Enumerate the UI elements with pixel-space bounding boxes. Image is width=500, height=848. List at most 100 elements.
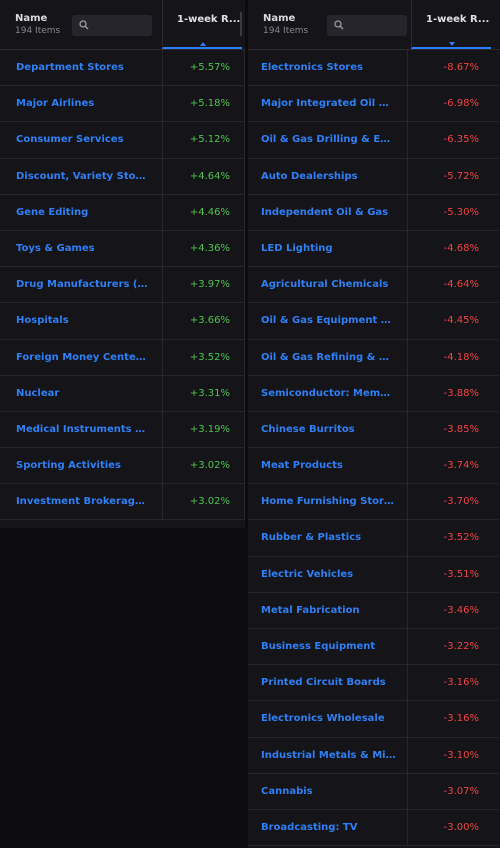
one-week-return-column-header[interactable]: 1-week R... — [162, 0, 242, 49]
item-count: 194 Items — [15, 26, 61, 36]
industry-link[interactable]: Nuclear — [16, 387, 60, 399]
industry-link[interactable]: Printed Circuit Boards — [261, 677, 386, 689]
table-row[interactable]: Drug Manufacturers (M... +3.97% — [0, 267, 244, 304]
name-header-label: Name — [15, 13, 48, 24]
one-week-return-value: -4.45% — [407, 303, 491, 339]
industry-link[interactable]: Consumer Services — [16, 134, 124, 146]
table-row[interactable]: Foreign Money Center B... +3.52% — [0, 339, 244, 376]
one-week-return-value: +3.31% — [162, 375, 242, 411]
table-row[interactable]: Semiconductor: Memor... -3.88% — [248, 375, 500, 412]
table-row[interactable]: Department Stores +5.57% — [0, 50, 244, 87]
table-row[interactable]: Major Airlines +5.18% — [0, 86, 244, 123]
industry-link[interactable]: Discount, Variety Stores — [16, 170, 148, 182]
table-row[interactable]: Printed Circuit Boards -3.16% — [248, 665, 500, 702]
industry-link[interactable]: Gene Editing — [16, 206, 89, 218]
industry-link[interactable]: Electronics Wholesale — [261, 713, 385, 725]
industry-link[interactable]: Foreign Money Center B... — [16, 351, 148, 363]
one-week-return-value: -6.35% — [407, 122, 491, 158]
one-week-return-value: +4.36% — [162, 230, 242, 267]
table-row[interactable]: Toys & Games +4.36% — [0, 230, 244, 268]
table-row[interactable]: Business Equipment -3.22% — [248, 629, 500, 666]
industry-link[interactable]: Toys & Games — [16, 242, 95, 254]
one-week-return-value: -5.30% — [407, 194, 491, 230]
industry-link[interactable]: Independent Oil & Gas — [261, 206, 389, 218]
table-row[interactable]: Electronics Stores -8.67% — [248, 50, 500, 87]
industry-link[interactable]: Electric Vehicles — [261, 568, 354, 580]
industry-link[interactable]: Medical Instruments & ... — [16, 423, 148, 435]
industry-link[interactable]: Sporting Activities — [16, 460, 121, 472]
one-week-return-value: -3.10% — [407, 737, 491, 773]
industry-link[interactable]: Business Equipment — [261, 641, 376, 652]
one-week-return-value: +3.97% — [162, 267, 242, 303]
industry-link[interactable]: Oil & Gas Equipment & S... — [261, 315, 396, 327]
item-count: 194 Items — [263, 26, 309, 36]
name-column-header[interactable]: Name 194 Items — [0, 0, 60, 50]
one-week-return-column-header[interactable]: 1-week R... — [411, 0, 491, 49]
table-row[interactable]: Metal Fabrication -3.46% — [248, 592, 500, 629]
industry-link[interactable]: Chinese Burritos — [261, 423, 355, 435]
industry-link[interactable]: Major Airlines — [16, 98, 95, 110]
one-week-return-value: -3.16% — [407, 701, 491, 737]
name-header-label: Name — [263, 13, 296, 24]
industry-link[interactable]: Home Furnishing Stores — [261, 496, 396, 508]
table-row[interactable]: Industrial Metals & Min... -3.10% — [248, 737, 500, 774]
industry-link[interactable]: Hospitals — [16, 315, 69, 327]
table-row[interactable]: Cannabis -3.07% — [248, 773, 500, 810]
industry-link[interactable]: Oil & Gas Refining & Mar... — [261, 351, 396, 363]
industry-link[interactable]: LED Lighting — [261, 242, 333, 254]
losers-rows: Electronics Stores -8.67% Major Integrated… — [248, 50, 500, 847]
table-row[interactable]: Sporting Activities +3.02% — [0, 448, 244, 485]
table-row[interactable]: Rubber & Plastics -3.52% — [248, 520, 500, 557]
industry-link[interactable]: Rubber & Plastics — [261, 532, 362, 544]
industry-link[interactable]: Agricultural Chemicals — [261, 279, 389, 291]
table-row[interactable]: Investment Brokerage (... +3.02% — [0, 484, 244, 521]
gainers-rows: Department Stores +5.57% Major Airlines +5.… — [0, 50, 245, 521]
table-row[interactable]: Home Furnishing Stores -3.70% — [248, 484, 500, 521]
industry-link[interactable]: Investment Brokerage (... — [16, 496, 148, 508]
table-row[interactable]: LED Lighting -4.68% — [248, 230, 500, 268]
column-header-label: 1-week R... — [426, 14, 490, 25]
table-row[interactable]: Hospitals +3.66% — [0, 303, 244, 340]
industry-link[interactable]: Cannabis — [261, 785, 313, 797]
one-week-return-value: -3.85% — [407, 411, 491, 448]
industry-link[interactable]: Semiconductor: Memor... — [261, 387, 396, 399]
industry-link[interactable]: Drug Manufacturers (M... — [16, 279, 148, 291]
table-row[interactable]: Chinese Burritos -3.85% — [248, 411, 500, 449]
one-week-return-value: +4.64% — [162, 158, 242, 194]
table-row[interactable]: Auto Dealerships -5.72% — [248, 158, 500, 195]
one-week-return-value: -3.88% — [407, 375, 491, 411]
search-input[interactable] — [72, 15, 152, 36]
table-row[interactable]: Oil & Gas Equipment & S... -4.45% — [248, 303, 500, 340]
industry-link[interactable]: Broadcasting: TV — [261, 821, 358, 833]
one-week-return-value: +3.52% — [162, 339, 242, 375]
industry-link[interactable]: Auto Dealerships — [261, 170, 358, 182]
table-header: Name 194 Items 1-week R... — [0, 0, 245, 50]
industry-link[interactable]: Major Integrated Oil & G... — [261, 98, 396, 110]
table-row[interactable]: Electronics Wholesale -3.16% — [248, 701, 500, 738]
table-row[interactable]: Major Integrated Oil & G... -6.98% — [248, 86, 500, 123]
table-row[interactable]: Meat Products -3.74% — [248, 448, 500, 485]
table-row[interactable]: Gene Editing +4.46% — [0, 194, 244, 231]
table-row[interactable]: Agricultural Chemicals -4.64% — [248, 267, 500, 304]
table-row[interactable]: Oil & Gas Drilling & Expl... -6.35% — [248, 122, 500, 159]
industry-link[interactable]: Electronics Stores — [261, 62, 363, 73]
industry-link[interactable]: Metal Fabrication — [261, 604, 360, 616]
table-row[interactable]: Broadcasting: TV -3.00% — [248, 809, 500, 847]
table-row[interactable]: Medical Instruments & ... +3.19% — [0, 411, 244, 449]
table-row[interactable]: Independent Oil & Gas -5.30% — [248, 194, 500, 231]
table-row[interactable]: Consumer Services +5.12% — [0, 122, 244, 159]
industry-link[interactable]: Industrial Metals & Min... — [261, 749, 396, 761]
table-row[interactable]: Discount, Variety Stores +4.64% — [0, 158, 244, 195]
search-input[interactable] — [327, 15, 407, 36]
table-row[interactable]: Electric Vehicles -3.51% — [248, 556, 500, 593]
industry-link[interactable]: Oil & Gas Drilling & Expl... — [261, 134, 396, 146]
sort-arrow-icon — [200, 42, 206, 46]
one-week-return-value: +3.02% — [162, 448, 242, 484]
table-row[interactable]: Oil & Gas Refining & Mar... -4.18% — [248, 339, 500, 376]
industry-link[interactable]: Department Stores — [16, 62, 124, 73]
industry-link[interactable]: Meat Products — [261, 460, 343, 472]
name-column-header[interactable]: Name 194 Items — [248, 0, 308, 50]
one-week-return-value: -4.64% — [407, 267, 491, 303]
column-resize-handle[interactable] — [240, 12, 242, 36]
table-row[interactable]: Nuclear +3.31% — [0, 375, 244, 412]
